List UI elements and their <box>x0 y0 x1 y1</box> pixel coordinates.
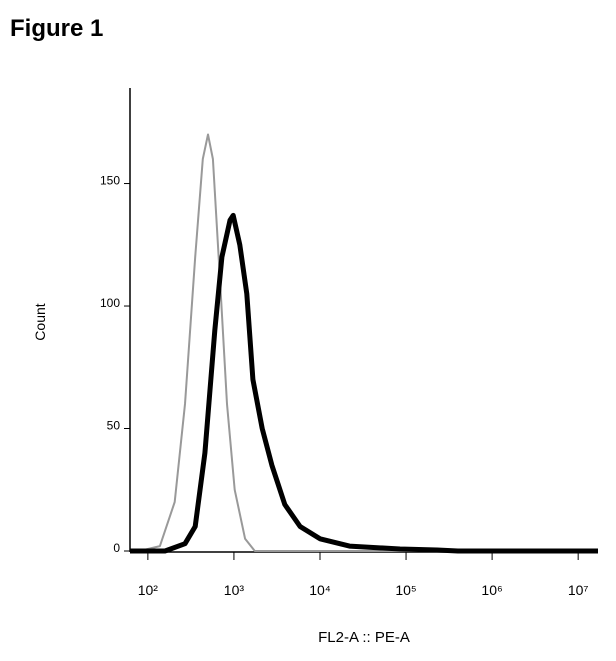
x-tick-label: 10⁵ <box>395 582 416 598</box>
x-tick-label: 10⁷ <box>568 582 589 598</box>
y-tick-label: 150 <box>100 174 120 188</box>
x-tick-label: 10³ <box>224 582 245 598</box>
y-tick-label: 50 <box>107 419 121 433</box>
y-axis-label: Count <box>32 303 48 340</box>
histogram-line <box>130 212 598 554</box>
x-axis-label: FL2-A :: PE-A <box>318 629 410 646</box>
x-tick-label: 10⁶ <box>481 582 502 598</box>
x-tick-label: 10⁴ <box>309 582 331 598</box>
histogram-line <box>130 133 598 552</box>
y-tick-label: 100 <box>100 296 120 310</box>
x-tick-label: 10² <box>138 582 159 598</box>
y-tick-label: 0 <box>113 541 120 555</box>
chart-title: Figure 1 <box>10 15 103 42</box>
